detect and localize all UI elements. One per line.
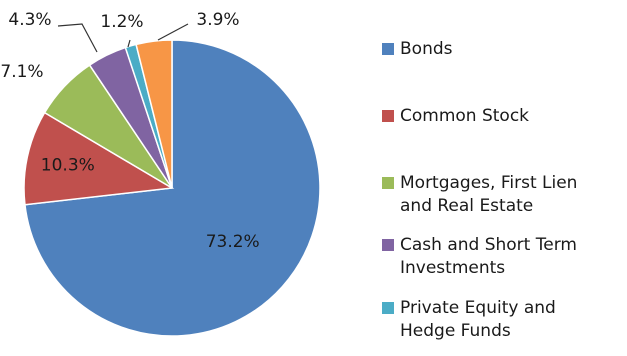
legend-item-cash: Cash and Short Term Investments bbox=[382, 234, 625, 280]
pie-chart: 73.2% 10.3% 7.1% 4.3% 1.2% 3.9% bbox=[0, 10, 321, 337]
legend-swatch bbox=[382, 43, 394, 55]
pie-slice-other bbox=[135, 39, 173, 189]
leader-line-cash bbox=[57, 23, 98, 53]
legend-label: Common Stock bbox=[400, 106, 530, 126]
legend-swatch bbox=[382, 239, 394, 251]
legend-swatch bbox=[382, 177, 394, 189]
legend-swatch bbox=[382, 110, 394, 122]
legend-label: Mortgages, First Lien and Real Estate bbox=[400, 173, 578, 216]
data-label-other: 3.9% bbox=[196, 10, 239, 30]
legend-item-bonds: Bonds bbox=[382, 38, 625, 61]
pie-chart-canvas: 73.2% 10.3% 7.1% 4.3% 1.2% 3.9% bbox=[0, 10, 321, 337]
legend-label: Private Equity and Hedge Funds bbox=[400, 298, 556, 341]
legend-item-private-equity: Private Equity and Hedge Funds bbox=[382, 297, 625, 343]
data-label-bonds: 73.2% bbox=[206, 232, 260, 252]
legend-label: Bonds bbox=[400, 39, 453, 59]
pie-slice-common-stock bbox=[23, 111, 175, 206]
legend-label: Cash and Short Term Investments bbox=[400, 235, 577, 278]
legend-item-common-stock: Common Stock bbox=[382, 105, 625, 128]
data-label-private-equity: 1.2% bbox=[100, 12, 143, 32]
leader-line-other bbox=[157, 23, 189, 41]
leader-line-private-equity bbox=[127, 39, 131, 48]
legend-swatch bbox=[382, 302, 394, 314]
data-label-mortgages: 7.1% bbox=[0, 62, 43, 82]
legend-item-mortgages: Mortgages, First Lien and Real Estate bbox=[382, 172, 625, 218]
data-label-cash: 4.3% bbox=[8, 10, 51, 30]
data-label-common-stock: 10.3% bbox=[41, 156, 95, 176]
